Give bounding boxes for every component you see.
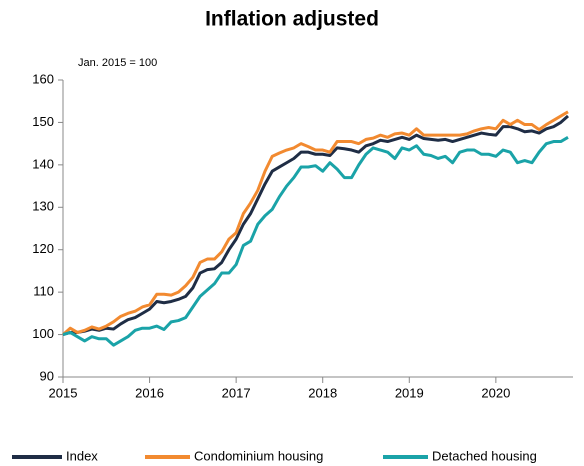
- series-line: [62, 135, 569, 347]
- y-tick-label: 160: [32, 71, 54, 86]
- series-line: [62, 110, 569, 336]
- series-line: [62, 114, 569, 337]
- legend-label: Index: [66, 448, 98, 463]
- y-tick-label: 130: [32, 199, 54, 214]
- y-tick-label: 100: [32, 326, 54, 341]
- chart-title: Inflation adjusted: [205, 8, 379, 31]
- legend-label: Detached housing: [432, 448, 537, 463]
- x-tick-label: 2017: [222, 385, 251, 400]
- y-tick-label: 150: [32, 114, 54, 129]
- y-tick-label: 140: [32, 156, 54, 171]
- annotation: Jan. 2015 = 100: [78, 57, 157, 69]
- x-tick-label: 2018: [308, 385, 337, 400]
- y-tick-label: 120: [32, 241, 54, 256]
- x-tick-label: 2020: [481, 385, 510, 400]
- legend-label: Condominium housing: [194, 448, 323, 463]
- x-tick-label: 2019: [395, 385, 424, 400]
- y-tick-label: 90: [40, 368, 54, 383]
- y-tick-label: 110: [33, 284, 54, 299]
- x-tick-label: 2016: [135, 385, 164, 400]
- x-tick-label: 2015: [49, 385, 78, 400]
